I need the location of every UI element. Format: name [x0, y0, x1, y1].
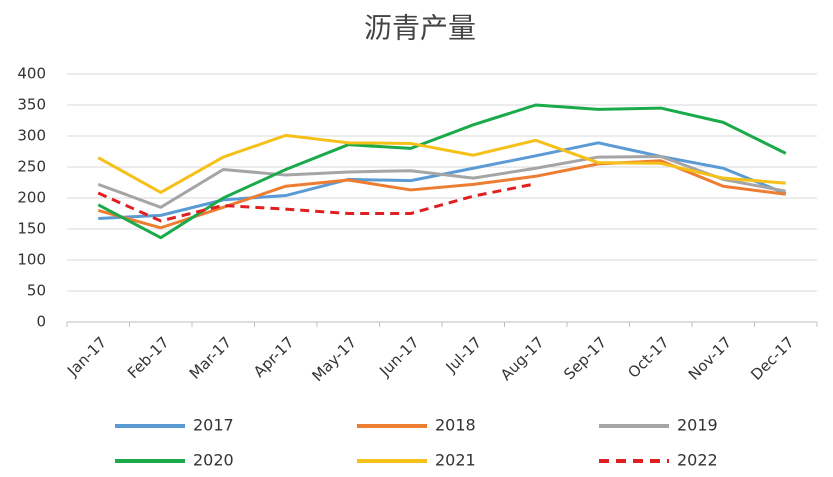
- legend-label: 2019: [677, 416, 718, 435]
- y-tick-label: 50: [27, 282, 46, 300]
- legend-label: 2021: [435, 451, 476, 470]
- line-series: [97, 154, 787, 209]
- line-series: [97, 182, 537, 223]
- y-tick-label: 200: [17, 189, 46, 207]
- legend-label: 2020: [193, 451, 234, 470]
- chart-title: 沥青产量: [364, 12, 476, 45]
- x-tick-label: Aug-17: [497, 333, 548, 384]
- x-tick-label: Mar-17: [186, 333, 235, 382]
- x-tick-label: Jun-17: [375, 333, 422, 380]
- legend-label: 2022: [677, 451, 718, 470]
- y-tick-label: 300: [17, 127, 46, 145]
- x-tick-label: May-17: [308, 333, 360, 385]
- x-tick-label: Dec-17: [747, 333, 798, 384]
- x-tick-label: Jan-17: [63, 333, 110, 380]
- x-tick-label: Jul-17: [442, 333, 486, 377]
- y-tick-label: 250: [17, 158, 46, 176]
- x-tick-label: Apr-17: [250, 333, 298, 381]
- line-series: [98, 141, 787, 220]
- legend-label: 2017: [193, 416, 234, 435]
- legend-label: 2018: [435, 416, 476, 435]
- x-tick-label: Feb-17: [124, 333, 173, 382]
- y-tick-label: 400: [17, 65, 46, 83]
- line-series: [97, 133, 786, 194]
- y-tick-label: 100: [17, 251, 46, 269]
- y-tick-label: 0: [36, 313, 46, 331]
- x-tick-label: Sep-17: [560, 333, 610, 383]
- y-tick-label: 350: [17, 96, 46, 114]
- y-tick-label: 150: [17, 220, 46, 238]
- line-series: [97, 103, 787, 240]
- x-tick-label: Oct-17: [624, 333, 672, 381]
- x-tick-label: Nov-17: [685, 333, 735, 383]
